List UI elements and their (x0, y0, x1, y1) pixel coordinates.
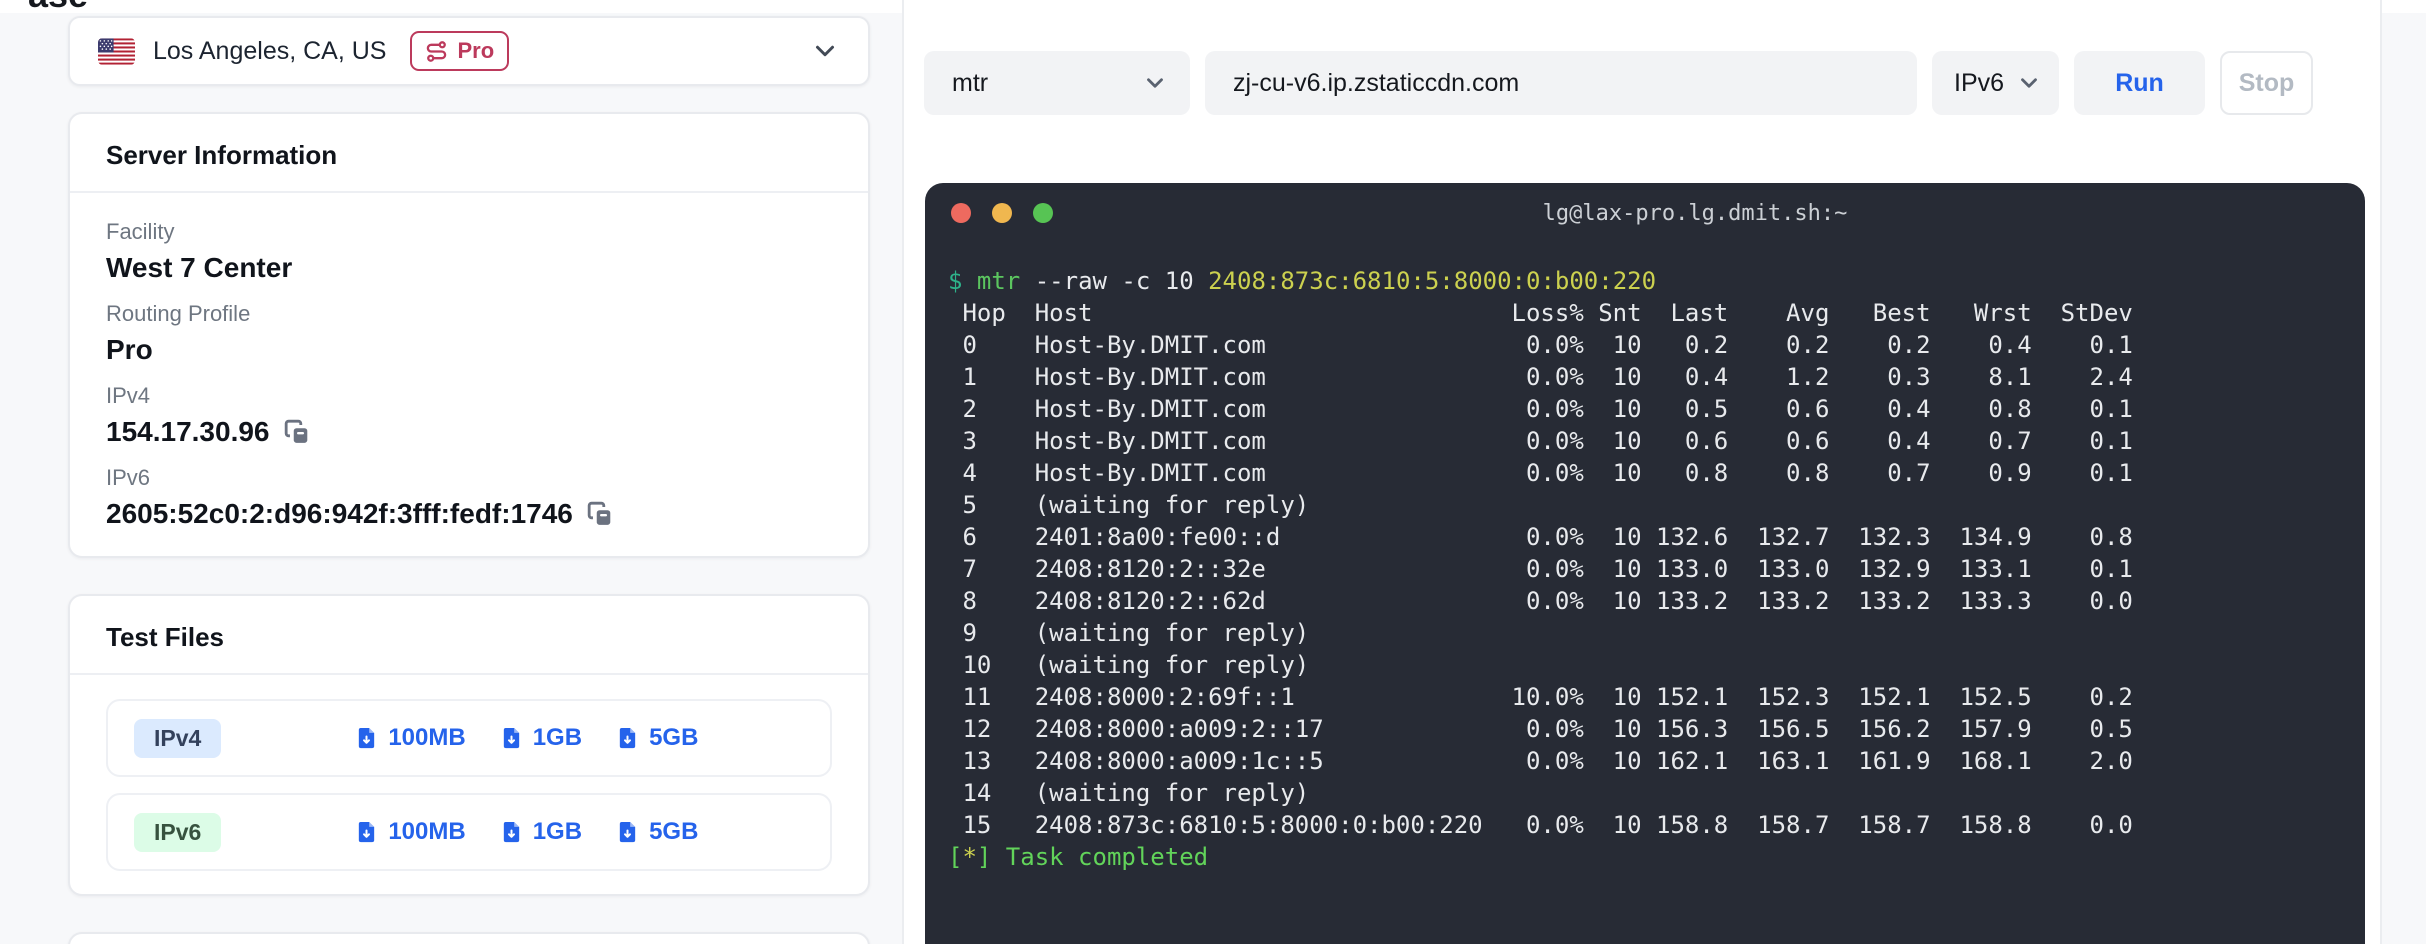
chevron-down-icon (1147, 78, 1163, 88)
copy-icon (284, 419, 307, 443)
terminal-command-line: $ mtr --raw -c 10 2408:873c:6810:5:8000:… (948, 267, 1657, 295)
test-file-row: IPv4 100MB 1GB 5GB (106, 699, 832, 777)
download-link-label: 5GB (649, 724, 699, 751)
terminal-row: 14 (waiting for reply) (948, 779, 1310, 807)
field-value-text: 2605:52c0:2:d96:942f:3fff:fedf:1746 (106, 498, 573, 529)
field-value-text: Pro (106, 334, 153, 365)
file-download-icon (619, 821, 636, 843)
field-value: 2605:52c0:2:d96:942f:3fff:fedf:1746 (106, 497, 832, 531)
tool-select-value: mtr (952, 68, 989, 97)
terminal-row: 10 (waiting for reply) (948, 651, 1310, 679)
maximize-icon (1033, 203, 1053, 223)
location-label: Los Angeles, CA, US (153, 36, 387, 65)
us-flag-icon (98, 37, 135, 65)
chevron-down-icon (810, 36, 840, 66)
terminal-row: 8 2408:8120:2::62d 0.0% 10 133.2 133.2 1… (948, 587, 2133, 615)
terminal-row: 9 (waiting for reply) (948, 619, 1310, 647)
field-label: Routing Profile (106, 301, 251, 326)
route-icon (427, 40, 447, 62)
command-controls: mtr IPv6 Run Stop (924, 51, 2313, 115)
download-link-label: 100MB (388, 724, 466, 751)
copy-icon (587, 501, 611, 525)
field-value: 154.17.30.96 (106, 415, 832, 449)
file-download-icon (359, 727, 375, 749)
download-link-label: 100MB (388, 818, 466, 845)
server-info-field: Facility West 7 Center (106, 219, 832, 285)
pro-badge: Pro (410, 31, 510, 71)
tool-select[interactable]: mtr (924, 51, 1190, 115)
minimize-icon (992, 203, 1012, 223)
terminal-row: 12 2408:8000:a009:2::17 0.0% 10 156.3 15… (948, 715, 2133, 743)
terminal-row: 7 2408:8120:2::32e 0.0% 10 133.0 133.0 1… (948, 555, 2133, 583)
terminal-row: 3 Host-By.DMIT.com 0.0% 10 0.6 0.6 0.4 0… (948, 427, 2133, 455)
copy-button[interactable] (284, 419, 310, 445)
terminal-row: 4 Host-By.DMIT.com 0.0% 10 0.8 0.8 0.7 0… (948, 459, 2133, 487)
terminal-row: 2 Host-By.DMIT.com 0.0% 10 0.5 0.6 0.4 0… (948, 395, 2133, 423)
terminal-titlebar: lg@lax-pro.lg.dmit.sh:~ (925, 183, 2365, 243)
terminal-row: 1 Host-By.DMIT.com 0.0% 10 0.4 1.2 0.3 8… (948, 363, 2133, 391)
server-info-field: IPv4 154.17.30.96 (106, 383, 832, 449)
terminal-window: lg@lax-pro.lg.dmit.sh:~ $ mtr --raw -c 1… (925, 183, 2365, 944)
server-info-field: IPv6 2605:52c0:2:d96:942f:3fff:fedf:1746 (106, 465, 832, 531)
copy-button[interactable] (587, 501, 613, 527)
terminal-row: 5 (waiting for reply) (948, 491, 1310, 519)
terminal-header-row: Hop Host Loss% Snt Last Avg Best Wrst St… (948, 299, 2133, 327)
file-download-icon (619, 727, 636, 749)
field-value-text: 154.17.30.96 (106, 416, 270, 447)
download-link[interactable]: 1GB (500, 724, 582, 752)
download-link[interactable]: 100MB (355, 724, 466, 752)
field-label: Facility (106, 219, 175, 244)
terminal-output: $ mtr --raw -c 10 2408:873c:6810:5:8000:… (925, 243, 2365, 873)
field-value-text: West 7 Center (106, 252, 293, 283)
download-link[interactable]: 100MB (355, 818, 466, 846)
field-value: West 7 Center (106, 251, 832, 285)
divider (70, 191, 868, 193)
divider (70, 673, 868, 675)
terminal-status-line: [*] Task completed (948, 843, 1209, 871)
field-value: Pro (106, 333, 832, 367)
chevron-down-icon (2021, 78, 2037, 88)
server-info-title: Server Information (106, 140, 338, 170)
terminal-row: 6 2401:8a00:fe00::d 0.0% 10 132.6 132.7 … (948, 523, 2133, 551)
file-download-icon (359, 821, 375, 843)
protocol-badge: IPv4 (134, 718, 222, 758)
clipped-heading: ase (28, 0, 88, 13)
field-label: IPv6 (106, 465, 151, 490)
server-info-field: Routing Profile Pro (106, 301, 832, 367)
protocol-select[interactable]: IPv6 (1932, 51, 2059, 115)
terminal-row: 13 2408:8000:a009:1c::5 0.0% 10 162.1 16… (948, 747, 2133, 775)
next-card-edge (68, 932, 870, 944)
terminal-row: 15 2408:873c:6810:5:8000:0:b00:220 0.0% … (948, 811, 2133, 839)
terminal-title: lg@lax-pro.lg.dmit.sh:~ (1542, 200, 1848, 226)
download-link[interactable]: 5GB (616, 724, 698, 752)
download-link-label: 5GB (649, 818, 699, 845)
field-label: IPv4 (106, 383, 151, 408)
run-button[interactable]: Run (2074, 51, 2205, 115)
protocol-badge: IPv6 (134, 812, 222, 852)
stop-button[interactable]: Stop (2220, 51, 2313, 115)
file-links: 100MB 1GB 5GB (355, 724, 698, 752)
file-links: 100MB 1GB 5GB (355, 818, 698, 846)
download-link-label: 1GB (532, 818, 583, 845)
file-download-icon (503, 821, 519, 843)
server-info-card: Server Information Facility West 7 Center… (68, 112, 870, 558)
protocol-select-value: IPv6 (1954, 68, 2005, 97)
terminal-row: 11 2408:8000:2:69f::1 10.0% 10 152.1 152… (948, 683, 2133, 711)
download-link[interactable]: 1GB (500, 818, 582, 846)
terminal-row: 0 Host-By.DMIT.com 0.0% 10 0.2 0.2 0.2 0… (948, 331, 2133, 359)
target-input[interactable] (1205, 51, 1917, 115)
close-icon (951, 203, 971, 223)
location-selector[interactable]: Los Angeles, CA, US Pro (68, 16, 870, 86)
test-files-card: Test Files IPv4 100MB 1GB 5GB IPv6 100MB 1GB 5G… (68, 594, 870, 896)
file-download-icon (503, 727, 519, 749)
test-files-title: Test Files (106, 622, 225, 652)
pro-badge-label: Pro (457, 38, 495, 63)
window-controls (951, 183, 1053, 243)
download-link-label: 1GB (532, 724, 583, 751)
test-file-row: IPv6 100MB 1GB 5GB (106, 793, 832, 871)
sidebar: Los Angeles, CA, US Pro Server Informati… (68, 16, 870, 944)
download-link[interactable]: 5GB (616, 818, 698, 846)
